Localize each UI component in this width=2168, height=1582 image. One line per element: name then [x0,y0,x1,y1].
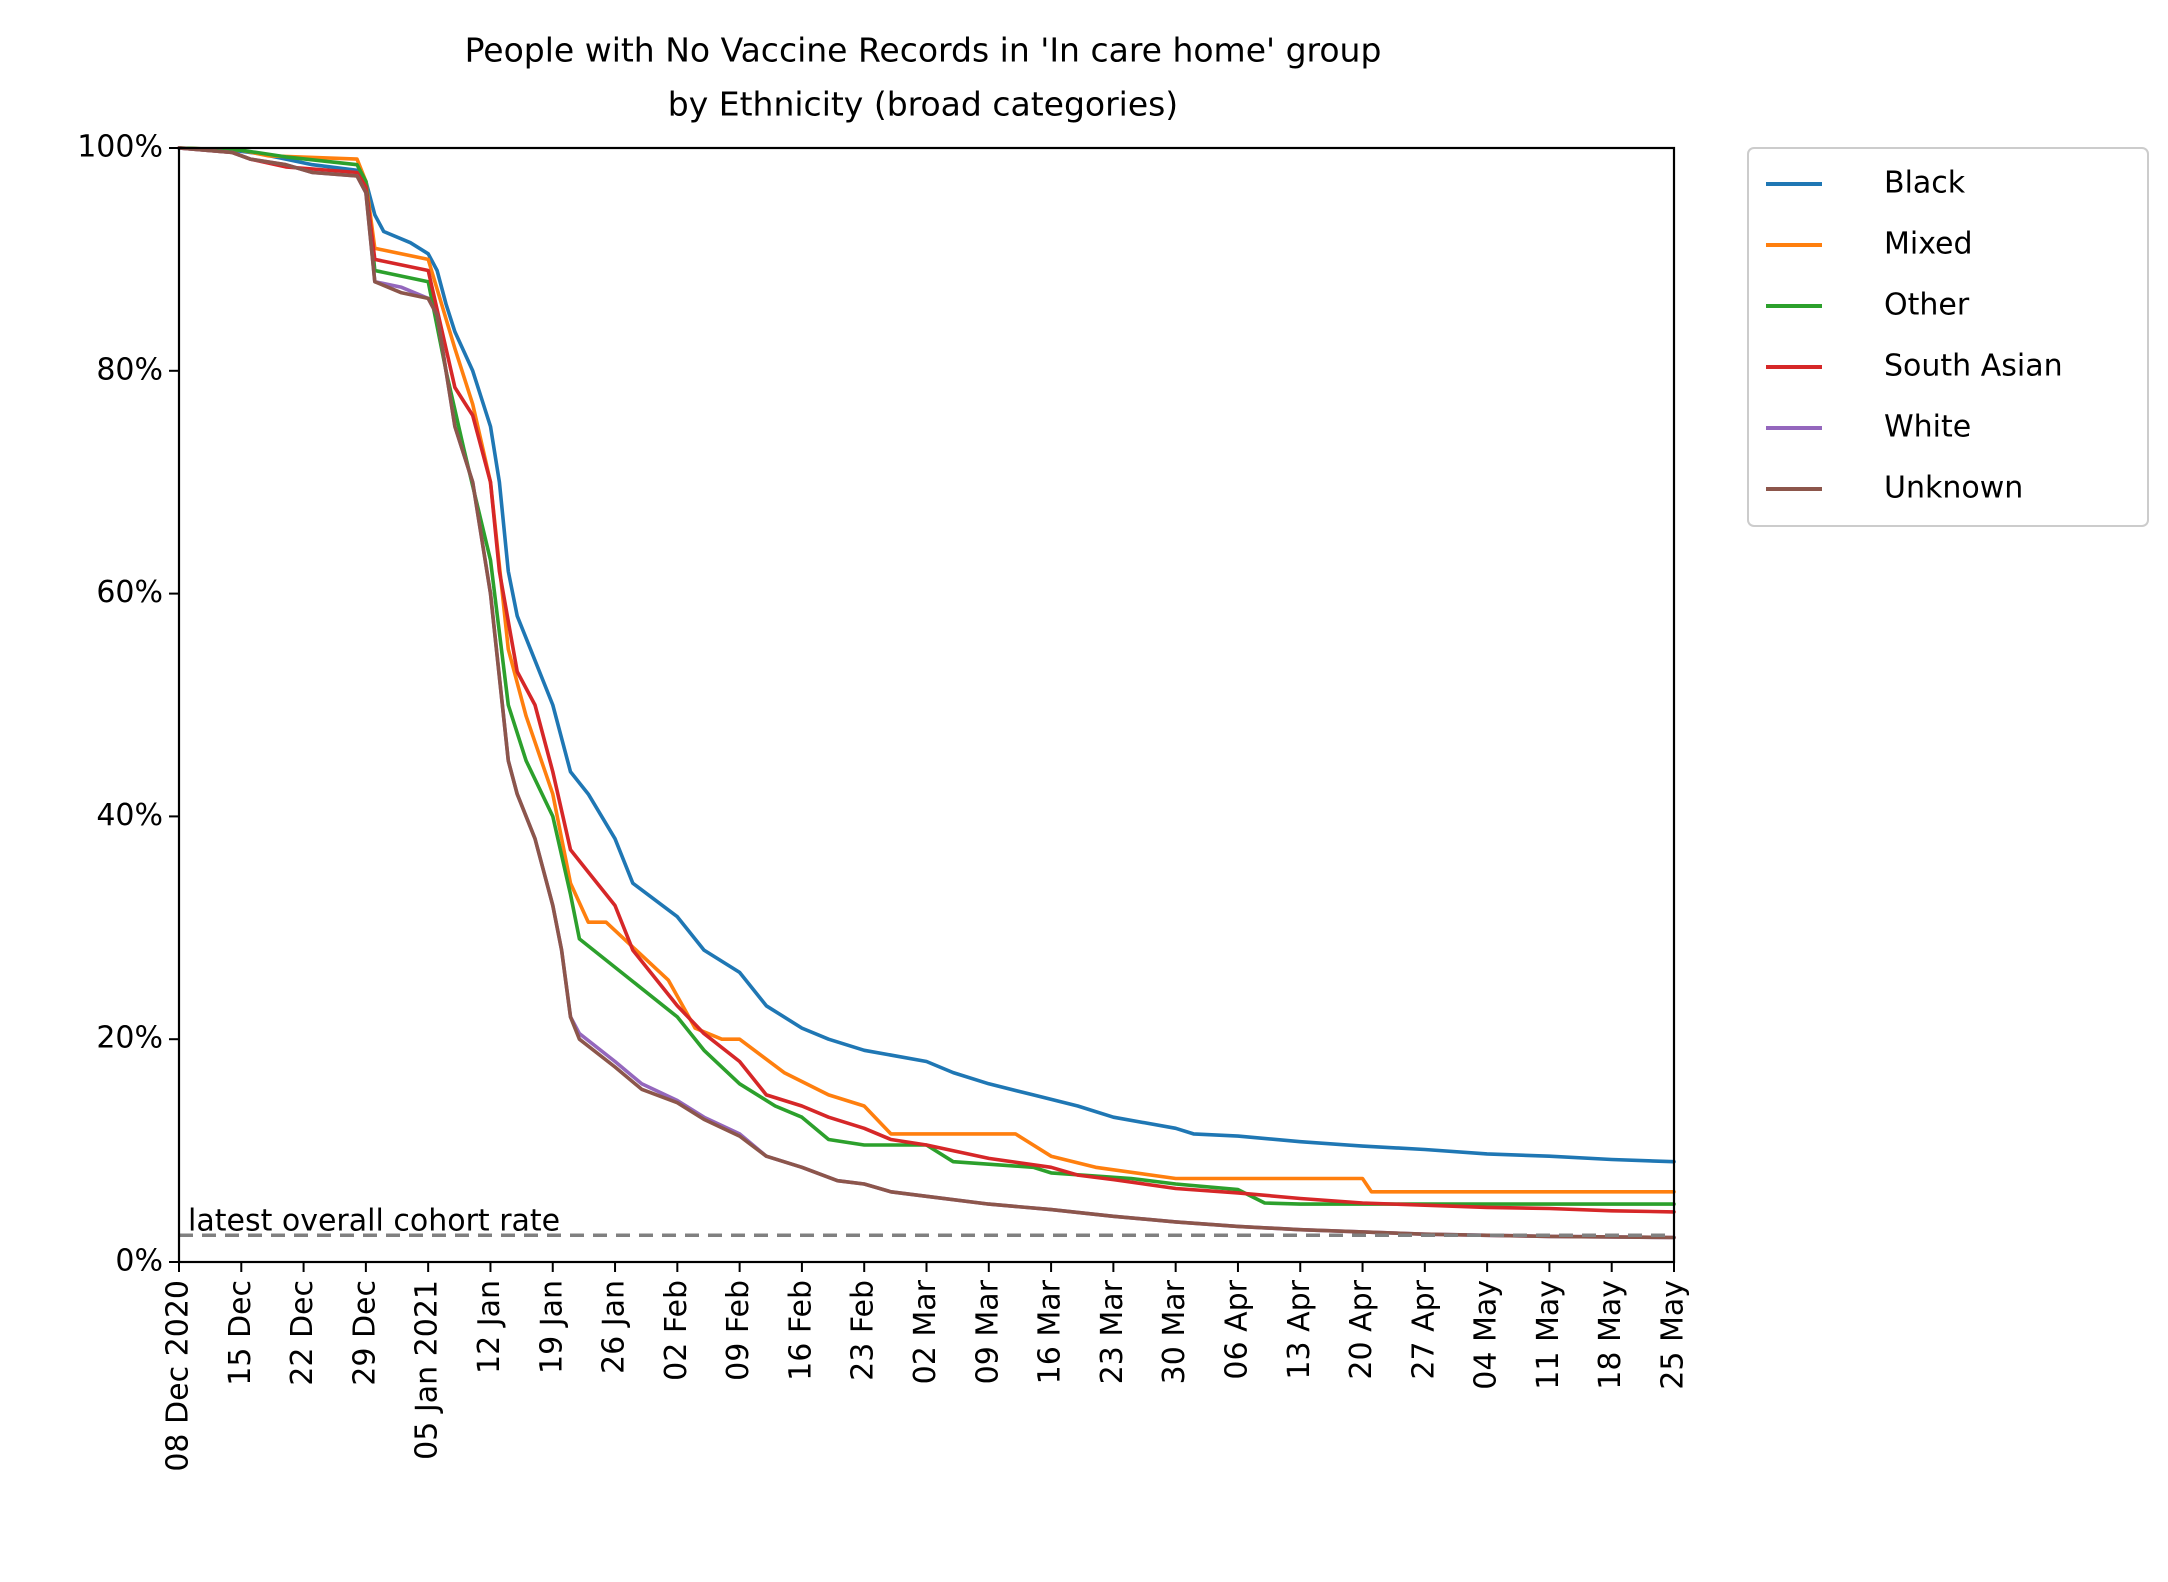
x-tick-label: 16 Feb [783,1280,818,1381]
x-tick-label: 02 Feb [659,1280,694,1381]
series-line-white [177,146,1676,1240]
y-axis: 0% 20% 40% 60% 80% 100% [77,130,179,1279]
x-tick-label: 11 May [1531,1280,1566,1390]
x-tick-label: 04 May [1469,1280,1504,1390]
y-tick-label: 80% [96,352,163,387]
chart-title: People with No Vaccine Records in 'In ca… [465,31,1382,124]
y-tick-label: 100% [77,130,163,165]
legend-box [1747,147,2149,527]
y-tick-label: 0% [115,1244,163,1279]
x-tick-label: 09 Mar [970,1279,1005,1384]
series-lines [177,146,1676,1240]
series-line-unknown [177,146,1676,1240]
x-tick-label: 18 May [1593,1280,1628,1390]
x-tick-label: 22 Dec [285,1280,320,1386]
x-tick-label: 06 Apr [1220,1279,1255,1379]
x-tick-label: 08 Dec 2020 [161,1280,196,1472]
x-tick-label: 23 Feb [846,1280,881,1381]
y-tick-label: 40% [96,798,163,833]
plot-frame [177,146,1676,1264]
x-tick-label: 20 Apr [1344,1279,1379,1379]
legend-label-south-asian: South Asian [1884,349,2063,384]
reference-line: latest overall cohort rate [179,1204,1674,1239]
x-tick-label: 27 Apr [1406,1279,1441,1379]
series-line-mixed [177,146,1676,1194]
x-tick-label: 09 Feb [721,1280,756,1381]
x-tick-label: 16 Mar [1033,1279,1068,1384]
legend-label-white: White [1884,410,1971,445]
y-tick-label: 20% [96,1021,163,1056]
x-tick-label: 05 Jan 2021 [410,1280,445,1460]
x-tick-label: 19 Jan [534,1280,569,1374]
x-tick-label: 02 Mar [908,1279,943,1384]
legend-label-black: Black [1884,166,1966,201]
legend-label-unknown: Unknown [1884,471,2023,506]
series-line-south-asian [177,146,1676,1214]
legend-label-other: Other [1884,288,1970,323]
x-tick-label: 13 Apr [1282,1279,1317,1379]
series-line-black [177,146,1676,1164]
legend-label-mixed: Mixed [1884,227,1973,262]
legend: Black Mixed Other South Asian White Unknown [1747,147,2149,527]
x-tick-label: 23 Mar [1095,1279,1130,1384]
x-axis: 08 Dec 2020 15 Dec 22 Dec 29 Dec 05 Jan 2021… [161,1262,1691,1472]
chart-title-line-1: People with No Vaccine Records in 'In ca… [465,31,1382,70]
x-tick-label: 15 Dec [223,1280,258,1386]
reference-line-label: latest overall cohort rate [188,1204,560,1239]
x-tick-label: 29 Dec [347,1280,382,1386]
x-tick-label: 25 May [1656,1280,1691,1390]
series-line-other [177,146,1676,1206]
x-tick-label: 30 Mar [1157,1279,1192,1384]
x-tick-label: 12 Jan [472,1280,507,1374]
x-tick-label: 26 Jan [597,1280,632,1374]
chart-title-line-2: by Ethnicity (broad categories) [668,85,1178,124]
y-tick-label: 60% [96,575,163,610]
